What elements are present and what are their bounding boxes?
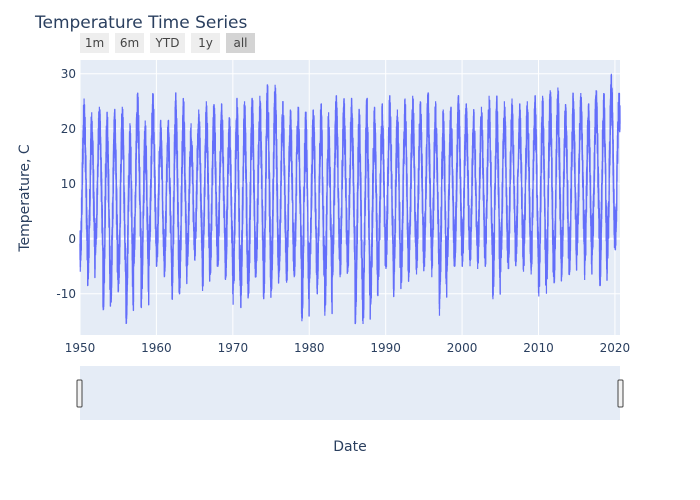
range-slider-right-handle[interactable] — [617, 379, 624, 408]
range-button-ytd[interactable]: YTD — [150, 33, 185, 53]
y-tick-label: 20 — [61, 122, 76, 136]
x-axis-label: Date — [333, 439, 366, 455]
x-tick-label: 1970 — [218, 341, 249, 355]
range-button-6m[interactable]: 6m — [115, 33, 144, 53]
x-tick-label: 1960 — [141, 341, 172, 355]
chart-title: Temperature Time Series — [35, 13, 248, 33]
range-slider-track[interactable] — [80, 366, 620, 420]
series-group — [79, 73, 621, 325]
y-axis-label: Temperature, C — [17, 144, 33, 253]
x-tick-label: 1950 — [65, 341, 96, 355]
range-button-1y[interactable]: 1y — [191, 33, 220, 53]
temperature-series-line — [79, 74, 621, 325]
y-tick-label: 30 — [61, 67, 76, 81]
y-tick-label: -10 — [56, 287, 76, 301]
x-tick-label: 2020 — [600, 341, 631, 355]
y-tick-label: 10 — [61, 177, 76, 191]
x-tick-label: 2000 — [447, 341, 478, 355]
y-tick-label: 0 — [68, 232, 76, 246]
y-tick-labels: -10 0 10 20 30 — [56, 67, 76, 301]
x-tick-labels: 1950 1960 1970 1980 1990 2000 2010 2020 — [65, 341, 630, 355]
range-button-1m[interactable]: 1m — [80, 33, 109, 53]
x-tick-label: 1990 — [370, 341, 401, 355]
x-tick-label: 1980 — [294, 341, 325, 355]
x-tick-label: 2010 — [523, 341, 554, 355]
range-slider-left-handle[interactable] — [76, 379, 83, 408]
range-button-all[interactable]: all — [226, 33, 255, 53]
